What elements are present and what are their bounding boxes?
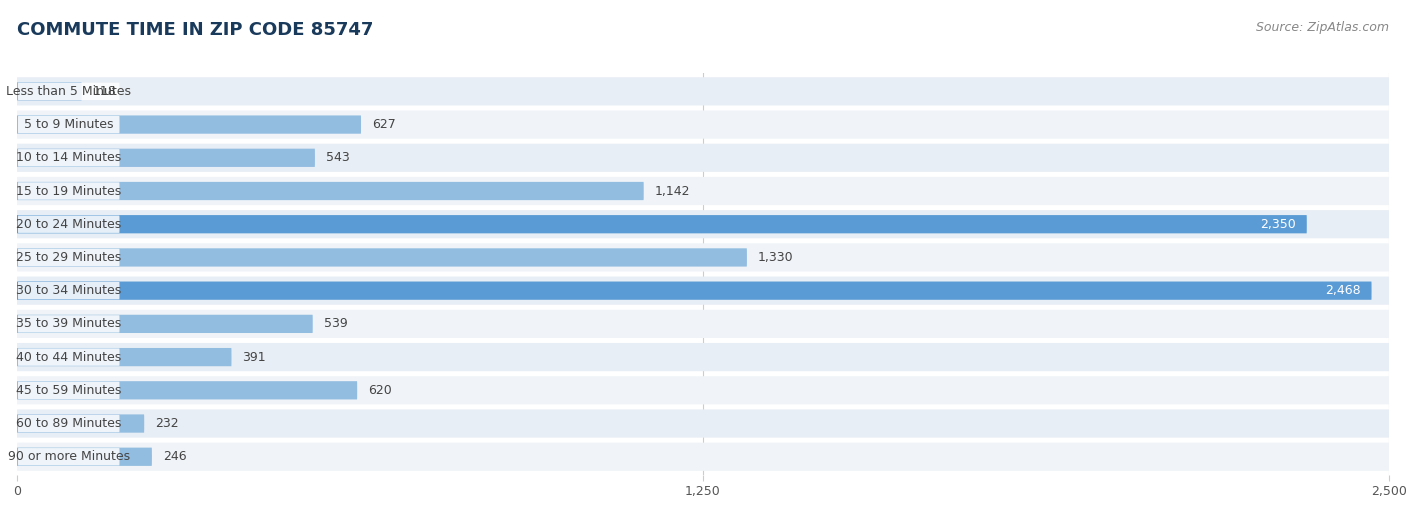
Text: 1,142: 1,142	[655, 184, 690, 197]
Text: 391: 391	[242, 351, 266, 364]
FancyBboxPatch shape	[18, 82, 120, 100]
Text: 30 to 34 Minutes: 30 to 34 Minutes	[15, 284, 121, 297]
FancyBboxPatch shape	[17, 182, 644, 200]
FancyBboxPatch shape	[17, 381, 357, 399]
FancyBboxPatch shape	[18, 348, 120, 366]
Text: 2,468: 2,468	[1324, 284, 1361, 297]
FancyBboxPatch shape	[18, 382, 120, 399]
FancyBboxPatch shape	[18, 315, 120, 333]
FancyBboxPatch shape	[18, 116, 120, 133]
Text: 539: 539	[323, 317, 347, 330]
FancyBboxPatch shape	[17, 310, 1389, 338]
FancyBboxPatch shape	[17, 248, 747, 267]
Text: 543: 543	[326, 151, 350, 164]
FancyBboxPatch shape	[17, 82, 82, 101]
Text: Source: ZipAtlas.com: Source: ZipAtlas.com	[1256, 21, 1389, 34]
Text: 232: 232	[155, 417, 179, 430]
Text: 15 to 19 Minutes: 15 to 19 Minutes	[15, 184, 121, 197]
FancyBboxPatch shape	[18, 249, 120, 266]
Text: 20 to 24 Minutes: 20 to 24 Minutes	[15, 218, 121, 231]
FancyBboxPatch shape	[17, 414, 145, 433]
Text: 246: 246	[163, 450, 187, 463]
FancyBboxPatch shape	[18, 415, 120, 432]
FancyBboxPatch shape	[18, 182, 120, 200]
FancyBboxPatch shape	[17, 315, 312, 333]
FancyBboxPatch shape	[17, 243, 1389, 271]
Text: 90 or more Minutes: 90 or more Minutes	[7, 450, 129, 463]
Text: 620: 620	[368, 384, 392, 397]
FancyBboxPatch shape	[17, 77, 1389, 105]
FancyBboxPatch shape	[17, 149, 315, 167]
FancyBboxPatch shape	[17, 343, 1389, 371]
Text: COMMUTE TIME IN ZIP CODE 85747: COMMUTE TIME IN ZIP CODE 85747	[17, 21, 373, 39]
Text: 60 to 89 Minutes: 60 to 89 Minutes	[15, 417, 121, 430]
Text: 25 to 29 Minutes: 25 to 29 Minutes	[15, 251, 121, 264]
FancyBboxPatch shape	[17, 277, 1389, 305]
Text: 10 to 14 Minutes: 10 to 14 Minutes	[15, 151, 121, 164]
FancyBboxPatch shape	[18, 216, 120, 233]
Text: 627: 627	[373, 118, 395, 131]
Text: 40 to 44 Minutes: 40 to 44 Minutes	[15, 351, 121, 364]
FancyBboxPatch shape	[17, 177, 1389, 205]
FancyBboxPatch shape	[18, 149, 120, 167]
FancyBboxPatch shape	[17, 376, 1389, 405]
FancyBboxPatch shape	[17, 443, 1389, 471]
FancyBboxPatch shape	[17, 409, 1389, 437]
Text: 2,350: 2,350	[1260, 218, 1296, 231]
FancyBboxPatch shape	[17, 348, 232, 366]
FancyBboxPatch shape	[17, 448, 152, 466]
FancyBboxPatch shape	[17, 144, 1389, 172]
Text: 5 to 9 Minutes: 5 to 9 Minutes	[24, 118, 114, 131]
Text: 35 to 39 Minutes: 35 to 39 Minutes	[15, 317, 121, 330]
Text: 45 to 59 Minutes: 45 to 59 Minutes	[15, 384, 121, 397]
FancyBboxPatch shape	[18, 282, 120, 299]
FancyBboxPatch shape	[17, 115, 361, 134]
FancyBboxPatch shape	[17, 281, 1372, 300]
FancyBboxPatch shape	[17, 111, 1389, 139]
FancyBboxPatch shape	[17, 210, 1389, 239]
FancyBboxPatch shape	[17, 215, 1306, 233]
FancyBboxPatch shape	[18, 448, 120, 466]
Text: 1,330: 1,330	[758, 251, 793, 264]
Text: 118: 118	[93, 85, 117, 98]
Text: Less than 5 Minutes: Less than 5 Minutes	[6, 85, 131, 98]
